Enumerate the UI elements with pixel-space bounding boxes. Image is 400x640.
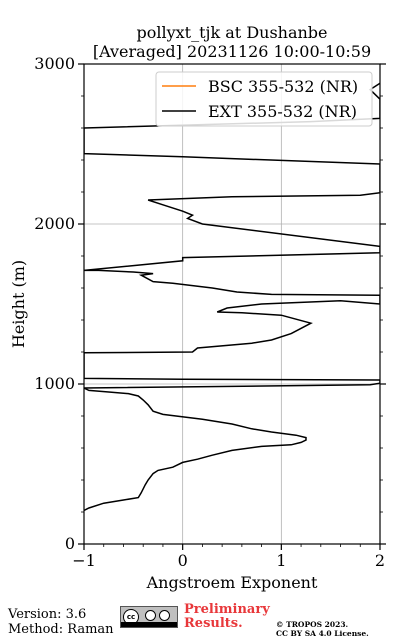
by-icon: [145, 610, 156, 621]
y-tick-label: 3000: [34, 54, 75, 73]
x-tick-label: −1: [72, 551, 96, 570]
y-tick-label: 0: [65, 534, 75, 553]
legend: BSC 355-532 (NR) EXT 355-532 (NR): [155, 71, 373, 127]
y-tick-label: 1000: [34, 374, 75, 393]
version-label: Version: 3.6: [8, 607, 87, 622]
badge-strip: [121, 622, 177, 627]
copyright-line-2: CC BY SA 4.0 License.: [276, 629, 369, 638]
copyright-line-1: © TROPOS 2023.: [276, 620, 349, 629]
x-tick-label: 0: [178, 551, 188, 570]
preliminary-results-label: Preliminary Results.: [184, 602, 270, 631]
series-line-1: [84, 82, 380, 512]
legend-box: [155, 71, 373, 127]
legend-label-ext: EXT 355-532 (NR): [208, 102, 357, 121]
legend-label-bsc: BSC 355-532 (NR): [208, 77, 358, 96]
series-layer: [84, 82, 380, 512]
chart-title: pollyxt_tjk at Dushanbe: [136, 23, 327, 42]
plot-frame: [83, 63, 381, 545]
y-tick-label: 2000: [34, 214, 75, 233]
x-axis-label: Angstroem Exponent: [146, 573, 318, 592]
x-tick-label: 1: [276, 551, 286, 570]
grid: [84, 64, 380, 544]
x-tick-label: 2: [375, 551, 385, 570]
method-label: Method: Raman: [8, 622, 114, 637]
y-axis-label: Height (m): [9, 260, 28, 348]
cc-license-badge: cc: [120, 606, 178, 628]
chart-subtitle: [Averaged] 20231126 10:00-10:59: [93, 42, 371, 61]
sa-icon: [159, 610, 170, 621]
copyright-notice: © TROPOS 2023. CC BY SA 4.0 License.: [276, 620, 396, 638]
